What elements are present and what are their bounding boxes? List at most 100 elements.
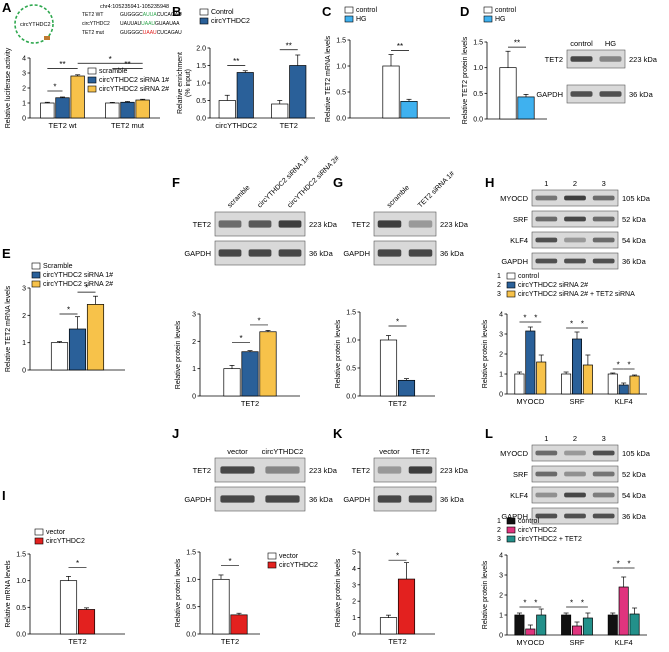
legend-label: circYTHDC2 [46,538,85,545]
panel-letter-b: B [172,4,181,19]
y-tick-label: 0.0 [346,394,356,401]
blot-band [218,249,242,257]
blot-band [377,495,402,503]
legend-number: 3 [497,291,501,298]
y-axis-label: Relative TET2 mRNA levels [5,285,12,372]
y-tick-label: 3 [22,286,26,293]
sig-label: ** [286,41,292,50]
kda-label: 223 kDa [309,220,338,229]
lane-label: HG [605,39,616,48]
bar [212,578,230,635]
lane-label: control [570,39,593,48]
blot-band [535,195,558,201]
blot-l: MYOCD 105 kDa SRF 52 kDa KLF4 54 kDa GAPDH 36 k… [500,434,651,525]
sig-label: * [67,305,70,314]
seq-part-site: UAAU [141,21,155,27]
kda-label: 223 kDa [440,466,469,475]
y-tick-label: 0 [192,394,196,401]
legend-swatch [87,67,97,75]
legend-label: control [518,518,539,525]
blot-band [570,91,593,97]
bar [536,361,547,395]
legend-swatch [344,6,354,14]
seq-name: TET2 WT [82,12,103,18]
bar [259,331,277,397]
sig-label: * [85,284,88,293]
legend-swatch [506,272,516,280]
bar [379,339,398,397]
y-tick-label: 0 [352,632,356,639]
legend-number: 1 [497,518,501,525]
circ-label: circYTHDC2 [20,22,51,28]
bar [618,384,629,395]
kda-label: 105 kDa [622,449,651,458]
blot-band [220,466,255,474]
blot-f: TET2 223 kDa GAPDH 36 kDa scramble circYTHDC2… [184,155,341,266]
kda-label: 36 kDa [309,495,334,504]
legend-swatch [506,535,516,543]
y-tick-label: 2 [22,313,26,320]
blot-band [220,495,255,503]
panel-letter-j: J [172,426,179,441]
lane-label: vector [227,447,248,456]
blot-band [265,466,300,474]
legend-label: circYTHDC2 siRNA 2# [43,281,113,288]
lane-label: 2 [573,179,577,188]
y-axis-label-line: Relative enrichment [177,52,184,114]
x-category-label: TET2 [388,637,406,646]
y-tick-label: 1.5 [336,38,346,45]
blot-band [535,258,558,264]
bar [236,72,254,119]
x-category-label: SRF [570,638,585,647]
sig-label: * [109,55,112,64]
x-category-label: TET2 [68,637,86,646]
y-axis-label: Relative luciferase activity [5,47,12,128]
blot-band [592,471,615,477]
sig-label: * [534,599,537,608]
legend-swatch [267,561,277,569]
legend-label: Control [211,9,234,16]
panel-letter-f: F [172,175,180,190]
kda-label: 36 kDa [629,90,654,99]
chart-d: 0.0 0.5 1.0 1.5 Relative TET2 protein levels… [462,6,547,124]
bar [59,580,78,635]
legend-swatch [199,8,209,16]
y-tick-label: 0.5 [16,605,26,612]
legend-label: control [495,7,516,14]
y-tick-label: 4 [499,553,503,560]
blot-g: TET2 223 kDa GAPDH 36 kDa scramble TET2 siRNA… [343,170,469,266]
band-label: GAPDH [536,90,563,99]
band-label: MYOCD [500,449,529,458]
y-tick-label: 0.0 [336,116,346,123]
bar [582,364,593,395]
lane-label: scramble [386,184,411,209]
bar [572,625,582,636]
band-label: KLF4 [510,491,528,500]
y-tick-label: 2 [499,593,503,600]
blot-band [599,91,622,97]
band-label: MYOCD [500,194,529,203]
lane-label: TET2 siRNA 1# [417,170,456,209]
x-category-label: TET2 [280,121,298,130]
bar [618,586,629,636]
seq-text: UAUUAUUAAUGUAAUAA [120,21,180,27]
x-category-label: TET2 [241,399,259,408]
bar [629,375,640,395]
seq-part-c: GUAAUAA [155,21,180,27]
legend-label: circYTHDC2 siRNA 2# [99,86,169,93]
band-label: GAPDH [184,249,211,258]
x-category-label: TET2 mut [111,121,145,130]
blot-band [535,216,558,222]
kda-label: 52 kDa [622,470,647,479]
blot-band [278,220,302,228]
sig-label: * [570,320,573,329]
sig-label: ** [59,60,65,69]
lane-label: TET2 [411,447,429,456]
y-axis-label: Relative protein levels [175,558,182,627]
legend-label: circYTHDC2 siRNA 1# [43,272,113,279]
blot-band [564,471,586,477]
blot-k: TET2 223 kDa GAPDH 36 kDa vector TET2 [343,447,469,512]
sig-label: ** [233,57,239,66]
legend-swatch [31,280,41,288]
